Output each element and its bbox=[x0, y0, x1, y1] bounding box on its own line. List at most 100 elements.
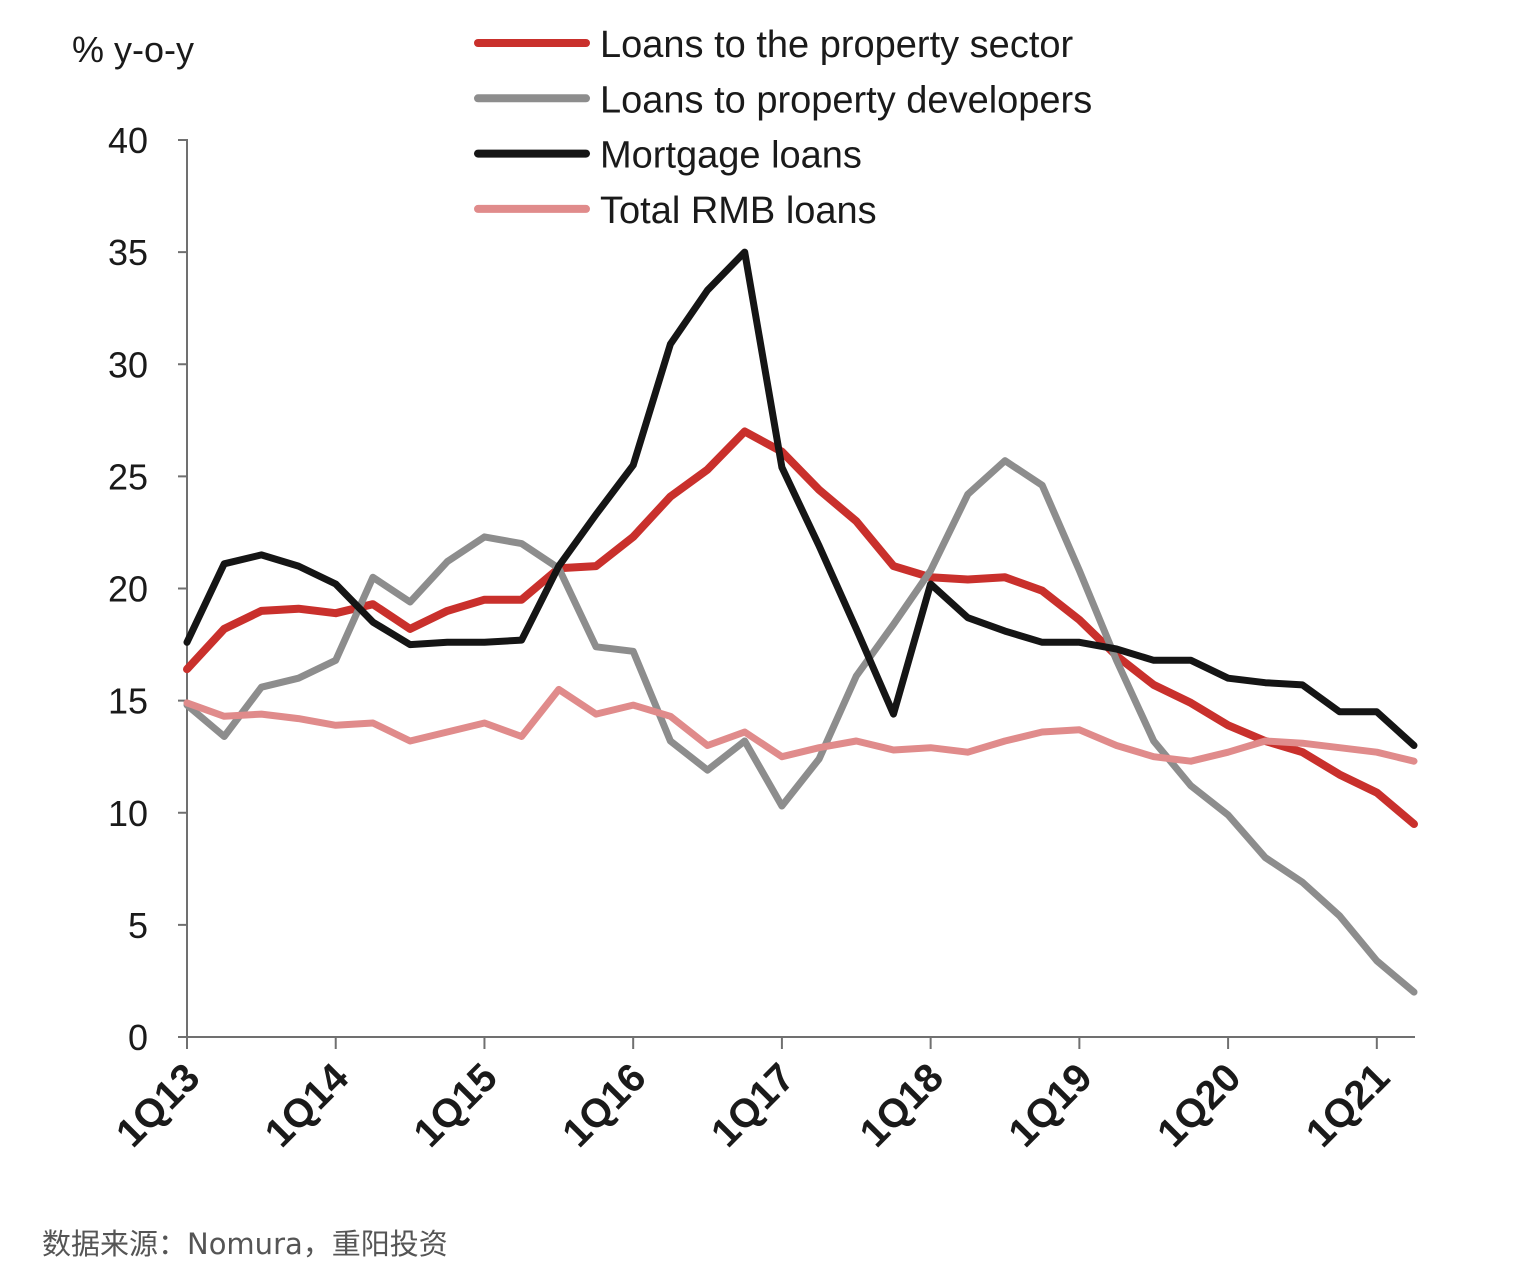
data-point bbox=[816, 744, 823, 751]
data-point bbox=[295, 563, 302, 570]
data-point bbox=[1038, 587, 1046, 595]
data-point bbox=[518, 596, 526, 604]
data-point bbox=[1075, 616, 1083, 624]
data-point bbox=[741, 428, 749, 435]
data-point bbox=[332, 722, 339, 729]
data-point bbox=[369, 600, 377, 608]
x-ticks: 1Q13 1Q14 1Q15 1Q16 1Q17 1Q18 1Q19 1Q20 1Q21 bbox=[108, 1037, 1398, 1156]
data-point bbox=[667, 713, 674, 720]
data-point bbox=[890, 621, 897, 628]
series-line-loans-to-the-property-sector bbox=[183, 427, 1418, 828]
data-point bbox=[518, 540, 525, 547]
data-point bbox=[1336, 771, 1344, 779]
y-ticks: 0 5 10 15 20 25 30 35 40 bbox=[108, 120, 187, 1058]
data-point bbox=[629, 533, 637, 541]
data-point bbox=[1336, 708, 1343, 715]
data-point bbox=[1262, 854, 1269, 861]
legend-label-loans-to-property-developers: Loans to property developers bbox=[600, 79, 1092, 121]
data-point bbox=[1299, 681, 1306, 688]
data-point bbox=[406, 625, 414, 633]
data-point bbox=[481, 720, 488, 726]
data-point bbox=[518, 733, 525, 740]
series-line-total-rmb-loans bbox=[183, 685, 1418, 765]
data-point bbox=[964, 576, 972, 583]
x-tick-label: 1Q20 bbox=[1149, 1055, 1249, 1155]
data-point bbox=[704, 742, 711, 749]
x-tick-label: 1Q16 bbox=[554, 1055, 654, 1155]
data-point bbox=[741, 729, 748, 735]
data-point bbox=[666, 493, 674, 501]
data-point bbox=[258, 551, 265, 558]
data-point bbox=[1039, 639, 1046, 646]
data-point bbox=[1076, 639, 1083, 646]
data-point bbox=[443, 607, 451, 615]
data-point bbox=[481, 533, 488, 540]
data-point bbox=[1150, 753, 1157, 760]
series-loans-to-the-property-sector bbox=[183, 427, 1418, 828]
data-point bbox=[630, 648, 637, 655]
data-point bbox=[369, 619, 376, 626]
data-point bbox=[1373, 708, 1380, 715]
data-point bbox=[1187, 657, 1194, 664]
data-point bbox=[221, 560, 228, 567]
data-point bbox=[667, 341, 674, 348]
data-point bbox=[592, 562, 600, 570]
y-tick-label: 35 bbox=[108, 232, 148, 273]
data-point bbox=[927, 567, 934, 574]
data-point bbox=[852, 517, 860, 525]
data-point bbox=[1411, 989, 1417, 996]
series-line-loans-to-property-developers bbox=[183, 457, 1418, 996]
data-point bbox=[407, 599, 414, 605]
data-point bbox=[778, 803, 785, 809]
y-axis-label: % y-o-y bbox=[72, 29, 194, 70]
data-point bbox=[1187, 758, 1194, 765]
data-point bbox=[1001, 573, 1009, 581]
data-point bbox=[593, 511, 599, 518]
data-point bbox=[927, 581, 934, 587]
data-point bbox=[444, 729, 451, 735]
source-note: 数据来源：Nomura，重阳投资 bbox=[42, 1227, 448, 1261]
data-point bbox=[1039, 729, 1046, 735]
data-point bbox=[1225, 675, 1232, 682]
data-point bbox=[853, 738, 860, 744]
data-point bbox=[1299, 740, 1306, 747]
data-point bbox=[481, 639, 488, 646]
data-point bbox=[853, 625, 860, 632]
series-group bbox=[183, 248, 1418, 996]
data-point bbox=[630, 462, 637, 469]
data-point bbox=[1373, 749, 1380, 756]
data-point bbox=[184, 639, 190, 646]
data-point bbox=[332, 609, 340, 617]
data-point bbox=[518, 637, 525, 644]
data-point bbox=[1150, 738, 1157, 744]
data-point bbox=[1373, 957, 1380, 964]
data-point bbox=[555, 686, 562, 693]
y-tick-label: 10 bbox=[108, 793, 148, 834]
y-tick-label: 15 bbox=[108, 681, 148, 722]
data-point bbox=[1225, 749, 1232, 756]
data-point bbox=[444, 639, 451, 646]
data-point bbox=[1262, 738, 1269, 744]
y-tick-label: 25 bbox=[108, 456, 148, 497]
data-point bbox=[890, 711, 897, 718]
data-point bbox=[1225, 812, 1232, 818]
data-point bbox=[555, 563, 562, 570]
data-point bbox=[1299, 879, 1306, 886]
y-tick-label: 40 bbox=[108, 120, 148, 161]
data-point bbox=[816, 542, 823, 549]
x-tick-label: 1Q14 bbox=[257, 1055, 358, 1156]
legend: Loans to the property sector Loans to pro… bbox=[474, 24, 1092, 232]
x-tick-label: 1Q13 bbox=[108, 1055, 208, 1155]
legend-item-loans-to-the-property-sector: Loans to the property sector bbox=[474, 24, 1074, 66]
legend-item-loans-to-property-developers: Loans to property developers bbox=[474, 79, 1092, 121]
legend-label-loans-to-the-property-sector: Loans to the property sector bbox=[600, 24, 1074, 66]
data-point bbox=[1113, 646, 1120, 652]
data-point bbox=[964, 491, 971, 498]
y-tick-label: 5 bbox=[128, 905, 148, 946]
data-point bbox=[332, 657, 339, 664]
data-point bbox=[1410, 820, 1418, 828]
data-point bbox=[630, 702, 637, 709]
data-point bbox=[1002, 457, 1008, 464]
data-point bbox=[1411, 742, 1417, 749]
